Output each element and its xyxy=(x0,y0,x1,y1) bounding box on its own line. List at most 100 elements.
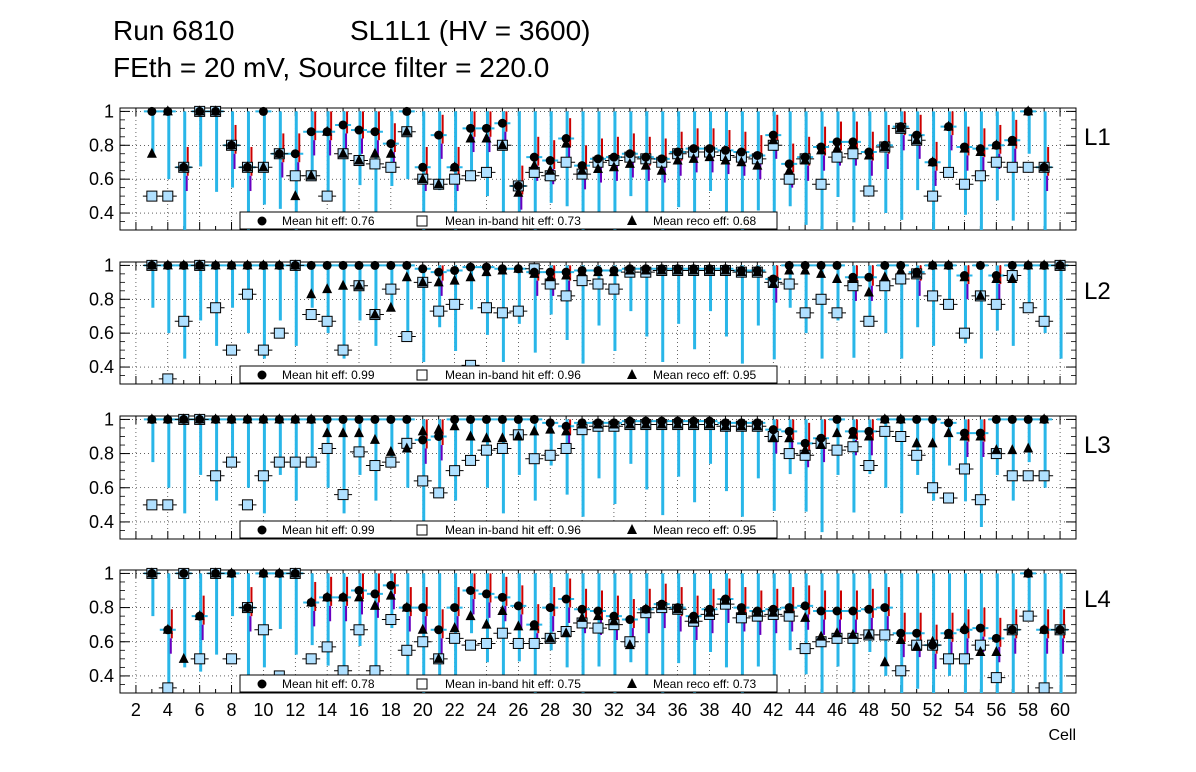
hit-point xyxy=(832,137,842,147)
hit-point xyxy=(179,414,189,424)
hit-point xyxy=(736,418,746,428)
reco-point xyxy=(911,437,922,448)
legend-hit-marker xyxy=(257,216,267,226)
layer-label: L3 xyxy=(1084,432,1111,459)
reco-point xyxy=(863,286,874,297)
x-tick-label: 2 xyxy=(131,700,141,720)
inband-point xyxy=(863,185,875,197)
inband-point xyxy=(162,373,174,385)
inband-point xyxy=(321,315,333,327)
hit-point xyxy=(928,414,938,424)
hit-point xyxy=(497,414,507,424)
inband-point xyxy=(226,344,238,356)
hit-point xyxy=(896,628,906,638)
reco-point xyxy=(465,610,476,621)
hit-point xyxy=(768,274,778,284)
reco-point xyxy=(401,271,412,282)
legend-hit-marker xyxy=(257,525,267,535)
hit-point xyxy=(354,125,364,135)
x-tick-label: 56 xyxy=(986,700,1006,720)
inband-point xyxy=(401,644,413,656)
legend-inband-marker xyxy=(416,215,428,227)
x-tick-label: 22 xyxy=(445,700,465,720)
hit-point xyxy=(1007,135,1017,145)
hit-point xyxy=(944,260,954,270)
legend: Mean hit eff: 0.78 Mean in-band hit eff: … xyxy=(239,674,778,693)
reco-point xyxy=(879,656,890,667)
hit-point xyxy=(370,260,380,270)
hit-point xyxy=(880,260,890,270)
reco-point xyxy=(449,622,460,633)
hit-point xyxy=(322,260,332,270)
hit-point xyxy=(975,428,985,438)
hit-point xyxy=(211,106,221,116)
legend-reco-label: Mean reco eff: 0.68 xyxy=(653,214,757,228)
inband-point xyxy=(178,315,190,327)
inband-point xyxy=(958,327,970,339)
reco-point xyxy=(529,159,540,170)
hit-point xyxy=(1039,625,1049,635)
hit-point xyxy=(434,625,444,635)
hit-point xyxy=(928,260,938,270)
reco-point xyxy=(481,618,492,629)
inband-point xyxy=(927,290,939,302)
reco-point xyxy=(258,161,269,172)
hit-point xyxy=(657,416,667,426)
inband-point xyxy=(401,331,413,343)
inband-point xyxy=(528,453,540,465)
hit-point xyxy=(991,140,1001,150)
inband-point xyxy=(289,170,301,182)
reco-point xyxy=(672,154,683,165)
hit-point xyxy=(720,145,730,155)
legend-inband-marker xyxy=(416,678,428,690)
inband-point xyxy=(799,643,811,655)
hit-point xyxy=(912,628,922,638)
inband-point xyxy=(560,156,572,168)
hit-point xyxy=(944,122,954,132)
inband-point xyxy=(210,470,222,482)
reco-point xyxy=(385,301,396,312)
inband-point xyxy=(815,178,827,190)
inband-point xyxy=(1022,470,1034,482)
hit-point xyxy=(689,416,699,426)
hit-point xyxy=(561,267,571,277)
hit-point xyxy=(784,159,794,169)
hit-point xyxy=(848,137,858,147)
inband-point xyxy=(449,465,461,477)
hit-point xyxy=(450,603,460,613)
inband-point xyxy=(1006,161,1018,173)
legend: Mean hit eff: 0.76 Mean in-band hit eff: … xyxy=(239,211,778,230)
legend-reco-label: Mean reco eff: 0.95 xyxy=(653,523,757,537)
inband-point xyxy=(560,290,572,302)
inband-point xyxy=(433,487,445,499)
legend-hit-label: Mean hit eff: 0.76 xyxy=(282,214,375,228)
hit-point xyxy=(258,414,268,424)
hit-point xyxy=(386,260,396,270)
legend-hit-label: Mean hit eff: 0.99 xyxy=(282,523,375,537)
inband-point xyxy=(974,494,986,506)
reco-point xyxy=(369,433,380,444)
hit-point xyxy=(466,586,476,595)
x-axis-label: Cell xyxy=(1048,727,1076,744)
hit-point xyxy=(290,414,300,424)
inband-point xyxy=(927,190,939,202)
legend: Mean hit eff: 0.99 Mean in-band hit eff: … xyxy=(239,365,778,384)
reco-point xyxy=(417,425,428,436)
reco-point xyxy=(354,154,364,165)
hit-point xyxy=(928,640,938,650)
reco-point xyxy=(975,646,986,656)
inband-point xyxy=(592,622,604,634)
hit-point xyxy=(720,594,730,604)
reco-point xyxy=(449,420,460,431)
reco-point xyxy=(704,151,715,162)
hit-point xyxy=(481,589,491,599)
inband-point xyxy=(943,298,955,310)
hit-point xyxy=(242,260,252,270)
hit-point xyxy=(768,130,778,140)
inband-point xyxy=(433,305,445,317)
hit-point xyxy=(736,265,746,275)
inband-point xyxy=(273,456,285,468)
hit-point xyxy=(880,603,890,613)
legend-hit-marker xyxy=(257,679,267,689)
